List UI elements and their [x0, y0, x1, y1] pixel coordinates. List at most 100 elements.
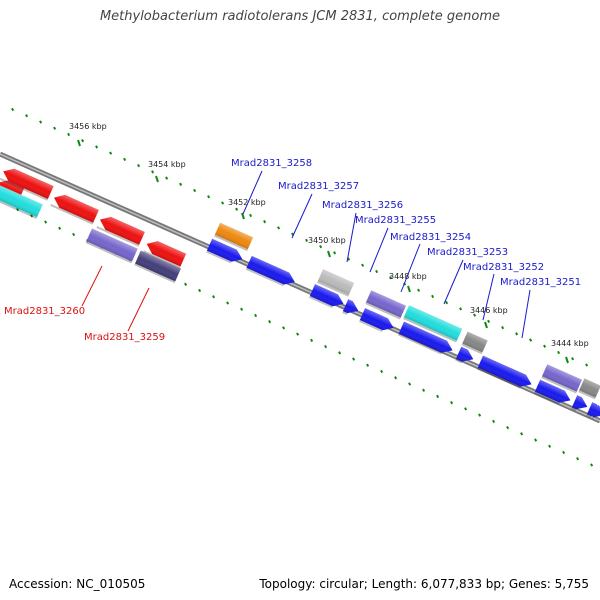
gene-feature[interactable]: [571, 395, 590, 414]
gene-feature[interactable]: [0, 165, 54, 201]
tick-mark: [240, 307, 244, 311]
gene-feature[interactable]: [245, 255, 298, 290]
gene-label[interactable]: Mrad2831_3258: [231, 158, 312, 169]
gene-label[interactable]: Mrad2831_3256: [322, 200, 403, 211]
gene-feature[interactable]: [397, 321, 455, 358]
tick-mark: [193, 188, 197, 193]
tick-mark: [221, 201, 225, 205]
tick-mark: [282, 326, 286, 330]
tick-mark: [389, 276, 393, 280]
tick-mark: [151, 170, 155, 174]
tick-mark: [417, 288, 421, 292]
major-tick: [327, 250, 331, 258]
tick-mark: [319, 244, 323, 249]
tick-mark: [436, 394, 440, 399]
tick-mark: [198, 288, 202, 293]
label-leader-line: [443, 259, 464, 305]
gene-feature[interactable]: [342, 299, 361, 318]
kbp-label: 3448 kbp: [389, 272, 427, 281]
tick-mark: [394, 376, 398, 380]
tick-mark: [487, 319, 491, 324]
gene-feature[interactable]: [134, 250, 181, 284]
tick-mark: [529, 338, 533, 342]
tick-mark: [11, 107, 15, 112]
gene-feature[interactable]: [85, 228, 138, 264]
tick-mark: [254, 313, 258, 318]
label-leader-line: [482, 273, 495, 321]
tick-mark: [571, 357, 575, 361]
tick-mark: [137, 163, 141, 168]
tick-mark: [492, 419, 496, 424]
gene-label[interactable]: Mrad2831_3253: [427, 247, 508, 258]
kbp-scale-labels: 3456 kbp 3454 kbp 3452 kbp 3450 kbp 3448 kbp…: [69, 122, 589, 348]
tick-mark: [557, 350, 561, 355]
gene-feature[interactable]: [206, 238, 245, 267]
gene-feature[interactable]: [96, 213, 145, 247]
gene-feature[interactable]: [534, 379, 573, 408]
gene-feature[interactable]: [403, 305, 463, 343]
tick-mark: [473, 313, 477, 317]
kbp-label: 3454 kbp: [148, 160, 186, 169]
tick-mark: [72, 232, 76, 237]
gene-label[interactable]: Mrad2831_3260: [4, 306, 85, 317]
tick-mark: [478, 413, 482, 417]
label-leader-line: [346, 212, 357, 263]
gene-feature[interactable]: [591, 405, 600, 423]
gene-feature[interactable]: [50, 191, 99, 225]
tick-mark: [450, 401, 454, 405]
tick-mark: [109, 151, 113, 155]
tick-mark: [506, 425, 510, 430]
kbp-label: 3456 kbp: [69, 122, 107, 131]
gene-feature[interactable]: [476, 355, 534, 392]
tick-mark: [459, 307, 463, 311]
map-title: Methylobacterium radiotolerans JCM 2831,…: [99, 9, 501, 24]
gene-label[interactable]: Mrad2831_3257: [278, 181, 359, 192]
tick-mark: [543, 344, 547, 348]
tick-mark: [310, 338, 314, 343]
label-leader-line: [521, 289, 531, 339]
gene-features: [0, 165, 600, 423]
tick-mark: [53, 126, 57, 130]
tick-mark: [39, 120, 43, 124]
tick-mark: [352, 357, 356, 361]
gene-label[interactable]: Mrad2831_3254: [390, 232, 471, 243]
tick-mark: [366, 363, 370, 367]
gene-feature[interactable]: [359, 308, 396, 336]
gene-feature[interactable]: [214, 222, 254, 252]
tick-mark: [361, 263, 365, 267]
gene-label[interactable]: Mrad2831_3259: [84, 332, 165, 343]
kbp-label: 3446 kbp: [470, 306, 508, 315]
gene-feature[interactable]: [578, 378, 600, 400]
label-leader-line: [242, 170, 263, 215]
tick-mark: [67, 132, 71, 137]
tick-mark: [408, 382, 412, 386]
gene-label[interactable]: Mrad2831_3255: [355, 215, 436, 226]
tick-mark: [534, 438, 538, 442]
gene-feature[interactable]: [455, 346, 476, 367]
tick-mark: [58, 226, 62, 230]
tick-mark: [179, 182, 183, 186]
tick-mark: [548, 444, 552, 448]
gene-labels: Mrad2831_3258 Mrad2831_3257 Mrad2831_3256 M…: [4, 158, 581, 343]
gene-feature[interactable]: [461, 331, 488, 355]
gene-feature[interactable]: [143, 237, 187, 269]
tick-mark: [81, 139, 85, 143]
kbp-label: 3450 kbp: [308, 236, 346, 245]
tick-mark: [263, 220, 267, 224]
gene-feature[interactable]: [309, 284, 346, 312]
gene-feature[interactable]: [0, 184, 43, 219]
gene-label[interactable]: Mrad2831_3251: [500, 277, 581, 288]
tick-mark: [576, 457, 580, 461]
tick-mark: [95, 145, 99, 149]
gene-feature[interactable]: [317, 269, 355, 297]
gene-label[interactable]: Mrad2831_3252: [463, 262, 544, 273]
tick-mark: [562, 450, 566, 455]
tick-mark: [501, 325, 505, 330]
gene-feature[interactable]: [365, 290, 407, 320]
gene-feature[interactable]: [541, 364, 583, 394]
label-leader-line: [369, 227, 389, 273]
tick-mark: [268, 320, 272, 324]
tick-mark: [184, 282, 188, 286]
tick-mark: [249, 213, 253, 218]
